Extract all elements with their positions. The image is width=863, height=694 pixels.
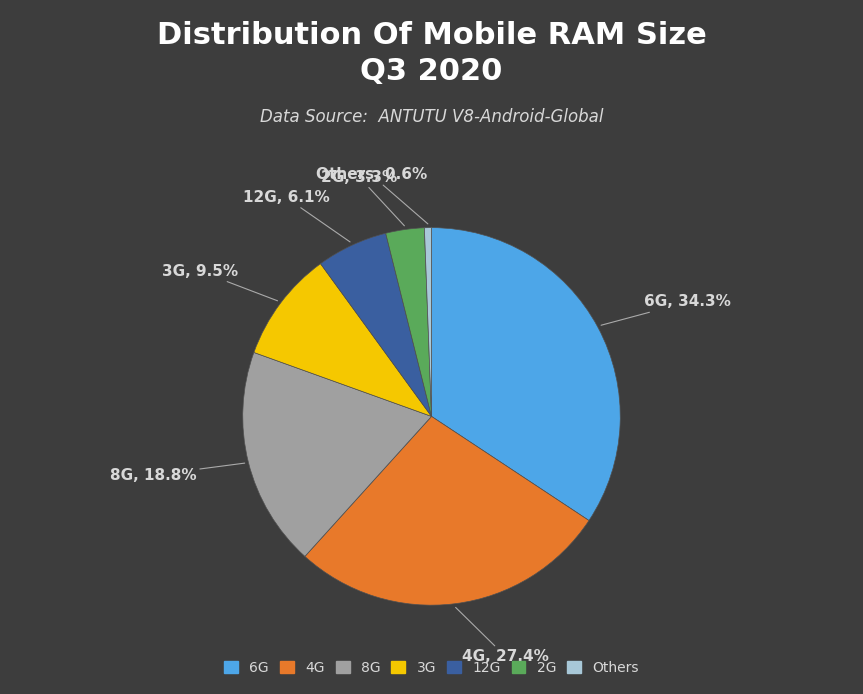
Text: 12G, 6.1%: 12G, 6.1% [243, 190, 350, 242]
Text: 8G, 18.8%: 8G, 18.8% [110, 463, 245, 482]
Wedge shape [425, 228, 432, 416]
Text: 3G, 9.5%: 3G, 9.5% [162, 264, 278, 301]
Text: Data Source:  ANTUTU V8-Android-Global: Data Source: ANTUTU V8-Android-Global [260, 108, 603, 126]
Legend: 6G, 4G, 8G, 3G, 12G, 2G, Others: 6G, 4G, 8G, 3G, 12G, 2G, Others [219, 655, 644, 680]
Wedge shape [243, 353, 432, 557]
Text: Others, 0.6%: Others, 0.6% [316, 167, 428, 224]
Wedge shape [320, 233, 432, 416]
Text: 2G, 3.3%: 2G, 3.3% [321, 170, 405, 226]
Wedge shape [254, 264, 432, 416]
Wedge shape [305, 416, 589, 605]
Text: 6G, 34.3%: 6G, 34.3% [602, 294, 731, 325]
Text: Distribution Of Mobile RAM Size
Q3 2020: Distribution Of Mobile RAM Size Q3 2020 [156, 21, 707, 86]
Wedge shape [386, 228, 432, 416]
Text: 4G, 27.4%: 4G, 27.4% [456, 607, 549, 663]
Wedge shape [432, 228, 620, 520]
